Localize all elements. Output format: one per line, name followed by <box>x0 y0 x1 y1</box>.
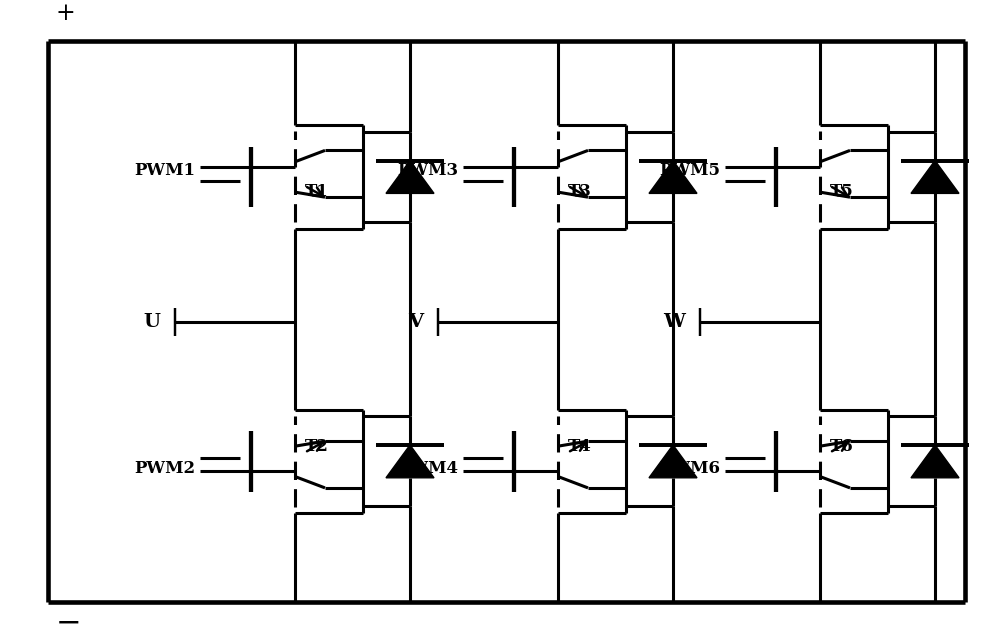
Text: W: W <box>663 313 685 331</box>
Text: T6: T6 <box>830 438 854 455</box>
Text: T4: T4 <box>568 438 592 455</box>
Text: T3: T3 <box>568 183 592 200</box>
Text: PWM2: PWM2 <box>134 460 195 477</box>
Polygon shape <box>386 445 434 478</box>
Text: T1: T1 <box>305 183 329 200</box>
Polygon shape <box>911 445 959 478</box>
Polygon shape <box>911 161 959 193</box>
Text: U: U <box>143 313 160 331</box>
Text: PWM1: PWM1 <box>134 162 195 178</box>
Text: +: + <box>56 3 76 25</box>
Text: PWM3: PWM3 <box>397 162 458 178</box>
Text: T5: T5 <box>830 183 854 200</box>
Text: PWM5: PWM5 <box>659 162 720 178</box>
Text: T2: T2 <box>305 438 329 455</box>
Text: −: − <box>56 608 82 632</box>
Text: PWM6: PWM6 <box>659 460 720 477</box>
Text: PWM4: PWM4 <box>397 460 458 477</box>
Text: V: V <box>408 313 423 331</box>
Polygon shape <box>386 161 434 193</box>
Polygon shape <box>649 161 697 193</box>
Polygon shape <box>649 445 697 478</box>
